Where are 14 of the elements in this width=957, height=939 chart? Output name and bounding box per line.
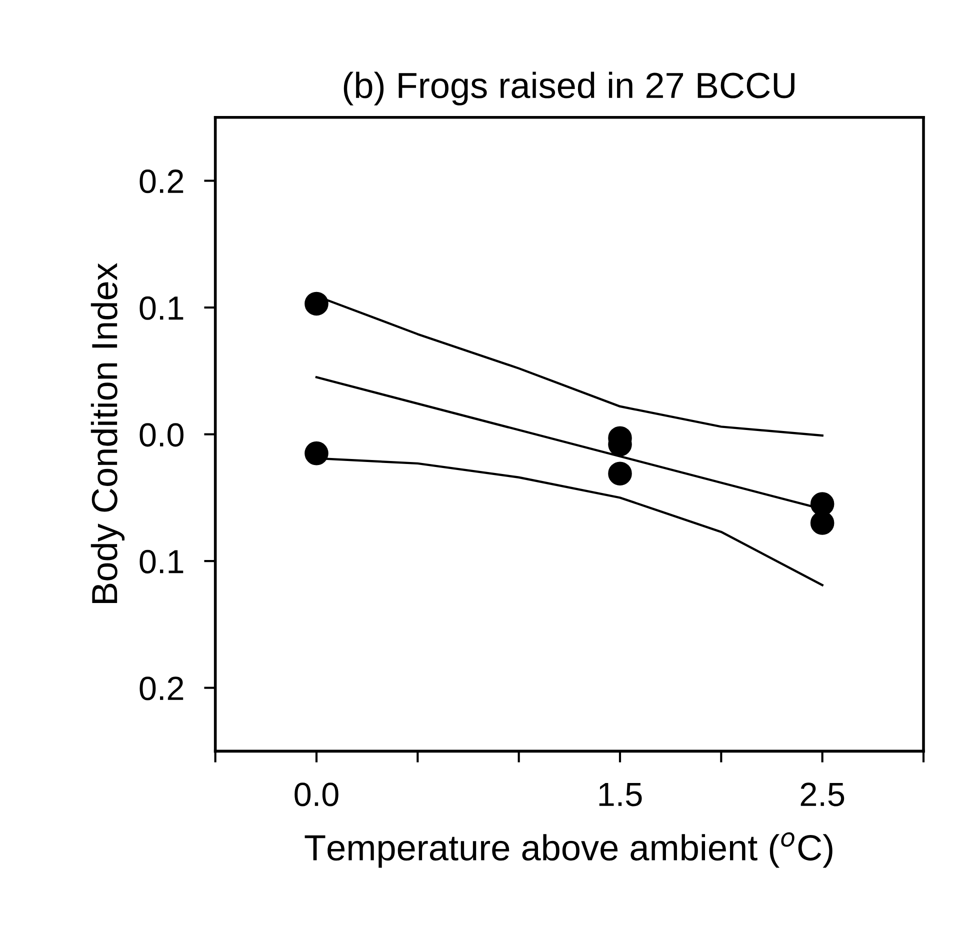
y-axis-title: Body Condition Index xyxy=(90,263,125,603)
point xyxy=(608,462,632,486)
x-tick-label: 1.5 xyxy=(599,782,642,806)
y-tick-label: 0.0 xyxy=(140,423,184,447)
x-axis-title: Temperature above ambient ($^{o}$C) xyxy=(304,832,832,868)
y-tick-label: 0.1 xyxy=(140,296,184,320)
y-tick-label: 0.2 xyxy=(140,170,184,194)
x-tick-label: 2.5 xyxy=(800,782,844,806)
x-tick-label: 0.0 xyxy=(294,782,338,806)
point xyxy=(304,441,328,466)
chart-title: (b) Frogs raised in 27 BCCU xyxy=(344,72,794,106)
y-tick-label: 0.2 xyxy=(140,676,184,700)
point xyxy=(304,292,328,316)
y-tick-label: 0.1 xyxy=(140,550,184,574)
